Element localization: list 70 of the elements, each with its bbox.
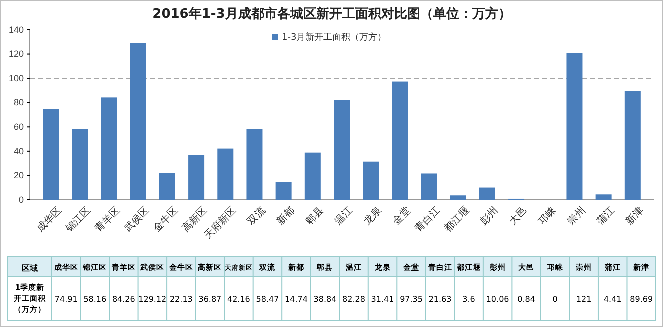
data-label: 21.63 (428, 295, 452, 304)
y-tick-label: 140 (8, 24, 24, 35)
x-tick-label: 彭州 (478, 204, 501, 228)
bar (392, 82, 408, 200)
bar (276, 182, 292, 200)
bar (304, 152, 321, 200)
x-tick-label: 龙泉 (362, 204, 384, 228)
y-tick-label: 60 (14, 122, 24, 132)
data-label: 74.91 (54, 295, 78, 304)
x-tick-label: 金牛区 (151, 204, 181, 234)
bar (72, 129, 88, 200)
y-tick-label: 40 (14, 146, 24, 156)
data-label: 42.16 (228, 295, 250, 304)
data-label: 82.28 (342, 295, 366, 304)
bar (130, 43, 146, 200)
legend-label: 1-3月新开工面积（万方） (282, 32, 387, 43)
bar (596, 194, 612, 200)
x-tick-label: 青白江 (412, 204, 443, 234)
data-label: 58.47 (256, 295, 280, 304)
x-tick-label: 金堂 (390, 204, 414, 228)
data-label: 89.69 (630, 295, 654, 304)
y-tick-label: 20 (14, 170, 24, 181)
y-tick-label: 80 (14, 98, 24, 108)
x-tick-label: 都江堰 (442, 204, 472, 234)
x-tick-label: 崇州 (565, 204, 588, 228)
bar (246, 129, 263, 200)
x-tick-label: 邛崃 (536, 204, 559, 228)
bar (188, 155, 205, 200)
bar (218, 148, 234, 200)
x-tick-label: 郫县 (304, 204, 326, 228)
x-tick-label: 大邑 (507, 204, 530, 228)
x-tick-label: 成华区 (34, 204, 64, 234)
data-label: 22.13 (170, 295, 193, 304)
y-tick-label: 100 (8, 73, 24, 84)
y-tick-label: 0 (18, 194, 24, 205)
data-label: 14.74 (285, 295, 308, 304)
y-tick-label: 120 (8, 49, 24, 60)
x-tick-label: 锦江区 (63, 204, 94, 236)
x-tick-label: 新都 (274, 204, 298, 228)
bar (421, 174, 438, 200)
bar (334, 100, 350, 200)
x-tick-label: 武侯区 (122, 204, 152, 234)
bar (101, 98, 118, 200)
data-label: 58.16 (84, 295, 107, 304)
data-label: 0 (552, 295, 558, 304)
text: 区域 (22, 264, 38, 273)
chart-title: 2016年1-3月成都市各城区新开工面积对比图（单位：万方） (152, 6, 512, 22)
data-label: 121 (576, 295, 592, 304)
data-label: 0.84 (518, 295, 536, 304)
x-tick-label: 新津 (624, 204, 646, 228)
data-label: 36.87 (198, 295, 222, 304)
data-label: 97.35 (400, 295, 423, 304)
bar (363, 162, 380, 200)
data-label: 3.6 (462, 295, 476, 304)
data-label: 10.06 (486, 295, 510, 304)
bar (159, 173, 176, 200)
bar (624, 91, 641, 200)
data-label: 31.41 (371, 295, 394, 304)
bar (43, 109, 60, 200)
data-label: 84.26 (112, 295, 136, 304)
bar (479, 188, 496, 200)
x-tick-label: 青羊区 (92, 204, 123, 234)
bar (450, 196, 466, 200)
x-tick-label: 双流 (245, 204, 268, 228)
x-tick-label: 温江 (332, 204, 356, 228)
data-label: 38.84 (314, 295, 337, 304)
bar (566, 53, 583, 200)
x-tick-label: 蒲江 (594, 204, 618, 228)
data-label: 4.41 (604, 295, 622, 304)
data-label: 129.12 (138, 295, 167, 304)
